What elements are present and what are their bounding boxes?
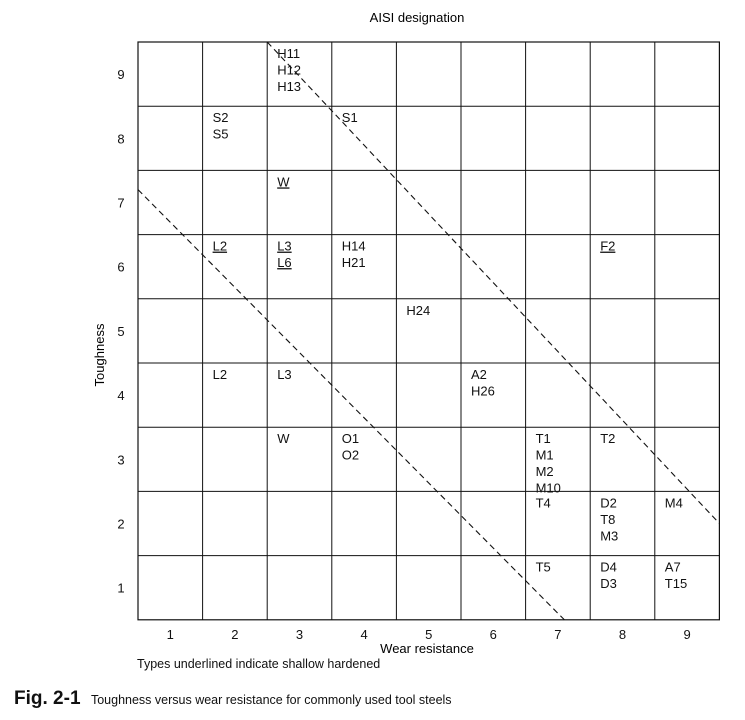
y-tick-label: 3 [117,452,124,467]
y-tick-label: 2 [117,517,124,532]
figure-caption-text: Toughness versus wear resistance for com… [90,693,452,707]
x-tick-label: 9 [683,627,690,642]
steel-type-label: W [277,174,290,189]
steel-type-label: W [277,431,290,446]
steel-type-label: O1 [342,431,359,446]
steel-type-label: H26 [471,384,495,399]
steel-type-label: T8 [600,512,615,527]
figure-caption: Fig. 2-1 Toughness versus wear resistanc… [14,688,452,710]
steel-type-label: T2 [600,431,615,446]
y-tick-label: 7 [117,196,124,211]
y-tick-label: 8 [117,131,124,146]
y-tick-label: 9 [117,67,124,82]
x-tick-label: 8 [619,627,626,642]
plot-frame [137,41,721,621]
steel-type-label: T4 [536,495,551,510]
steel-type-label: L3 [277,239,291,254]
x-tick-label: 4 [360,627,367,642]
steel-type-label: H12 [277,63,301,78]
x-tick-label: 6 [490,627,497,642]
steel-type-label: H11 [277,46,300,61]
steel-type-label: L2 [213,239,227,254]
steel-type-label: M10 [536,481,561,496]
steel-type-label: M1 [536,448,554,463]
steel-type-label: S1 [342,110,358,125]
steel-type-label: A7 [665,560,681,575]
x-axis-label: Wear resistance [380,641,474,656]
steel-type-label: H21 [342,255,366,270]
x-tick-labels: 1 2 3 4 5 6 7 8 9 [167,627,691,642]
steel-type-label: L3 [277,367,291,382]
steel-type-label: O2 [342,448,359,463]
dashed-guide-lines [137,41,720,621]
chart-title: AISI designation [370,10,465,25]
steel-type-label: M2 [536,464,554,479]
steel-type-label: D3 [600,576,617,591]
steel-type-label: S5 [213,127,229,142]
x-tick-label: 5 [425,627,432,642]
steel-type-label: T1 [536,431,551,446]
steel-type-label: S2 [213,110,229,125]
x-tick-label: 3 [296,627,303,642]
steel-type-label: D2 [600,495,617,510]
steel-type-label: T15 [665,576,687,591]
steel-type-label: M3 [600,528,618,543]
steel-type-label: H14 [342,239,366,254]
x-tick-label: 1 [167,627,174,642]
steel-type-label: H24 [406,303,430,318]
y-tick-label: 4 [117,388,124,403]
steel-type-label: F2 [600,239,615,254]
y-tick-label: 6 [117,260,124,275]
grid [137,41,721,621]
steel-type-label: A2 [471,367,487,382]
y-tick-label: 1 [117,581,124,596]
figure-number: Fig. 2-1 [14,688,81,709]
steel-type-label: T5 [536,560,551,575]
steel-type-label: M4 [665,495,683,510]
x-tick-label: 7 [554,627,561,642]
x-tick-label: 2 [231,627,238,642]
steel-type-label: L2 [213,367,227,382]
steel-type-label: H13 [277,79,301,94]
y-tick-label: 5 [117,324,124,339]
y-tick-labels: 1 2 3 4 5 6 7 8 9 [117,67,124,596]
steel-type-label: D4 [600,560,617,575]
dashed-line [266,41,720,524]
steel-type-label: L6 [277,255,291,270]
underline-note: Types underlined indicate shallow harden… [137,657,381,671]
y-axis-label: Toughness [92,323,107,386]
dashed-line [137,189,565,621]
